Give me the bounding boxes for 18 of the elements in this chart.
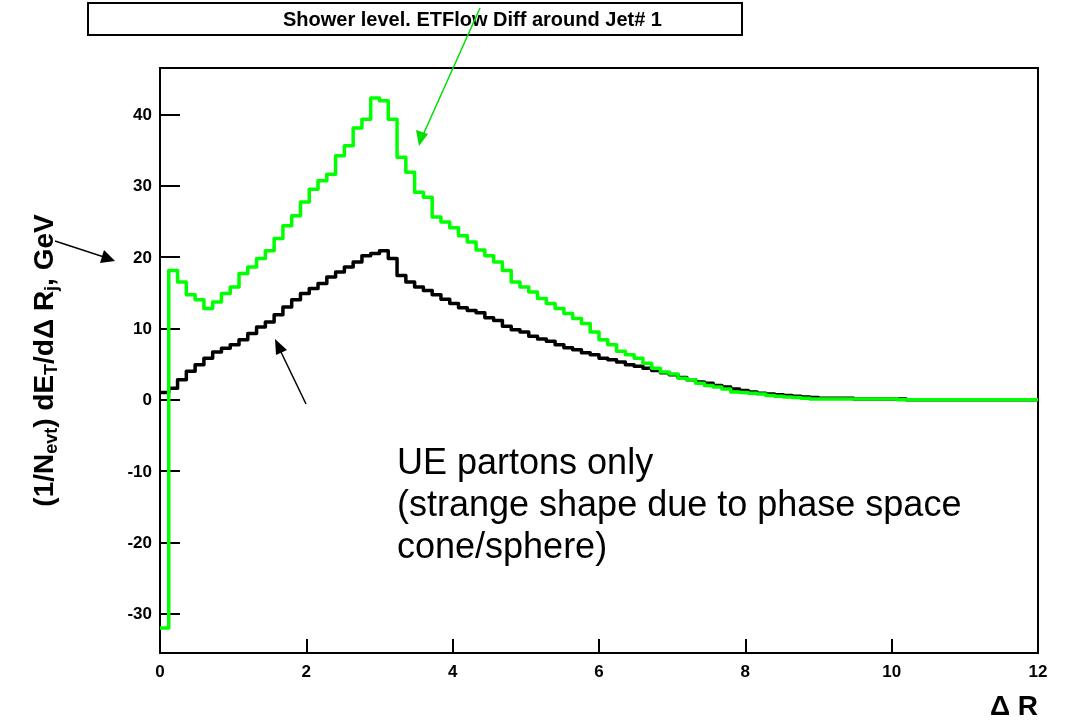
x-tick-label: 4 — [447, 662, 458, 681]
y-tick-label: 40 — [133, 104, 152, 124]
y-tick-label: 20 — [133, 247, 152, 267]
x-tick-label: 0 — [155, 662, 165, 681]
y-tick-label: 0 — [142, 390, 152, 410]
y-tick-label: -10 — [127, 461, 152, 481]
annotation: UE partons only (strange shape due to phase space cone/sphere) — [397, 440, 962, 566]
x-tick-label: 2 — [301, 662, 312, 681]
x-tick-label: 6 — [594, 662, 604, 681]
y-tick-label: -30 — [127, 604, 152, 624]
x-tick-label: 8 — [740, 662, 751, 681]
x-tick-label: 12 — [1028, 662, 1048, 681]
y-tick-label: -20 — [127, 532, 152, 552]
y-axis-title: (1/Nevt) dET/dΔ Rj, GeV — [27, 213, 61, 507]
y-tick-label: 30 — [133, 176, 152, 196]
x-tick-label: 10 — [882, 662, 902, 681]
x-axis-title: Δ R — [989, 689, 1038, 721]
y-tick-label: 10 — [133, 318, 152, 338]
